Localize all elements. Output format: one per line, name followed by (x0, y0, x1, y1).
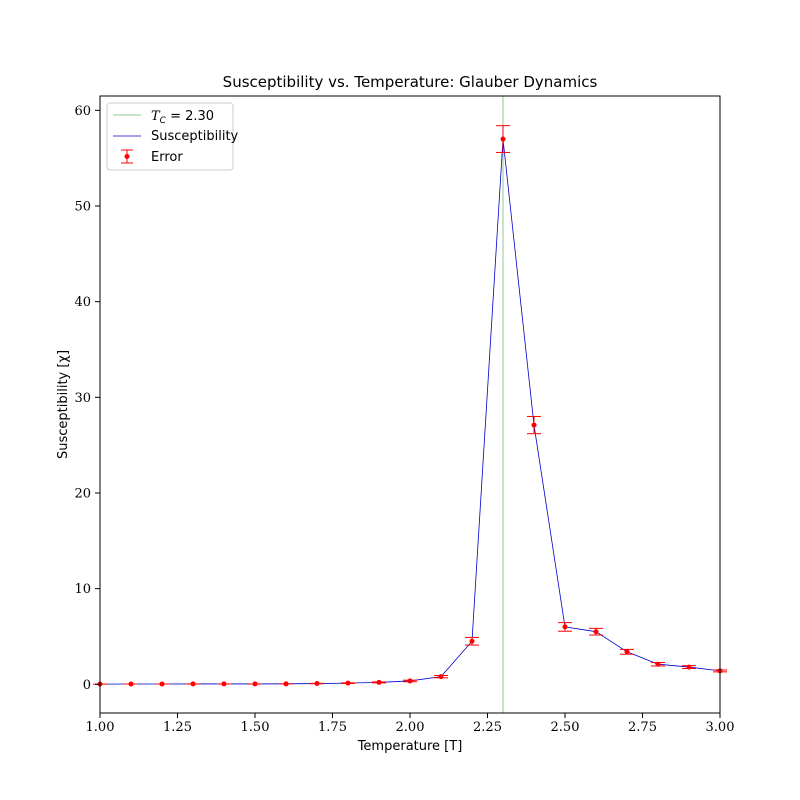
data-point (686, 664, 692, 670)
legend-error-label: Error (151, 150, 183, 165)
data-point (314, 681, 320, 687)
error-point (465, 636, 479, 646)
legend-susceptibility-label: Susceptibility (151, 129, 239, 144)
x-tick-label: 1.00 (86, 720, 115, 735)
data-point (624, 649, 630, 655)
plot-frame (99, 95, 721, 714)
y-tick-label: 50 (74, 200, 91, 215)
error-point (558, 622, 572, 632)
data-point (190, 681, 196, 687)
error-point (434, 674, 448, 680)
data-point (500, 136, 506, 142)
error-point (527, 415, 541, 435)
y-axis-label: Susceptibility [χ] (56, 350, 71, 459)
legend-tc-label: TC = 2.30 (151, 109, 214, 126)
error-point (217, 681, 231, 687)
error-point (341, 680, 355, 686)
x-tick-label: 2.50 (551, 720, 580, 735)
data-point (345, 680, 351, 686)
error-point (155, 681, 169, 687)
data-point (655, 661, 661, 667)
data-point (562, 624, 568, 630)
error-point (279, 681, 293, 687)
x-tick-label: 1.75 (318, 720, 347, 735)
error-point (248, 681, 262, 687)
y-tick-label: 60 (74, 104, 91, 119)
error-point (403, 678, 417, 684)
data-point (128, 681, 134, 687)
x-tick-label: 1.50 (241, 720, 270, 735)
x-tick-label: 3.00 (706, 720, 735, 735)
x-tick-label: 1.25 (163, 720, 192, 735)
error-point (496, 125, 510, 153)
data-point (438, 674, 444, 680)
y-tick-label: 20 (74, 486, 91, 501)
error-point (372, 679, 386, 685)
y-tick-label: 30 (74, 391, 91, 406)
data-point (221, 681, 227, 687)
x-tick-label: 2.25 (473, 720, 502, 735)
data-point (376, 679, 382, 685)
legend-tc-symbol: T (151, 109, 161, 124)
error-point (589, 627, 603, 636)
x-axis-label: Temperature [T] (357, 739, 463, 754)
data-point (531, 422, 537, 428)
error-point (186, 681, 200, 687)
error-point (651, 661, 665, 667)
legend-tc-value: = 2.30 (166, 109, 214, 124)
y-axis: 0 10 20 30 40 50 60 (74, 104, 100, 693)
data-point (283, 681, 289, 687)
data-point (469, 638, 475, 644)
error-point (310, 681, 324, 687)
x-tick-label: 2.75 (628, 720, 657, 735)
error-point (124, 681, 138, 687)
y-tick-label: 40 (74, 295, 91, 310)
legend: TC = 2.30 Susceptibility Error (106, 102, 239, 171)
legend-box (106, 102, 234, 171)
error-point (682, 664, 696, 670)
data-point (159, 681, 165, 687)
susceptibility-line (99, 139, 721, 685)
y-tick-label: 10 (74, 582, 91, 597)
data-point (407, 678, 413, 684)
legend-error-swatch (121, 149, 133, 164)
error-point (620, 648, 634, 655)
plot-area (93, 96, 727, 713)
legend-tc-subscript: C (160, 116, 167, 126)
chart-title: Susceptibility vs. Temperature: Glauber … (223, 73, 598, 91)
data-point (252, 681, 258, 687)
y-tick-label: 0 (83, 678, 91, 693)
x-axis: 1.00 1.25 1.50 1.75 2.00 2.25 2.50 2.75 3.00 (86, 713, 735, 735)
data-point (593, 629, 599, 635)
x-tick-label: 2.00 (396, 720, 425, 735)
